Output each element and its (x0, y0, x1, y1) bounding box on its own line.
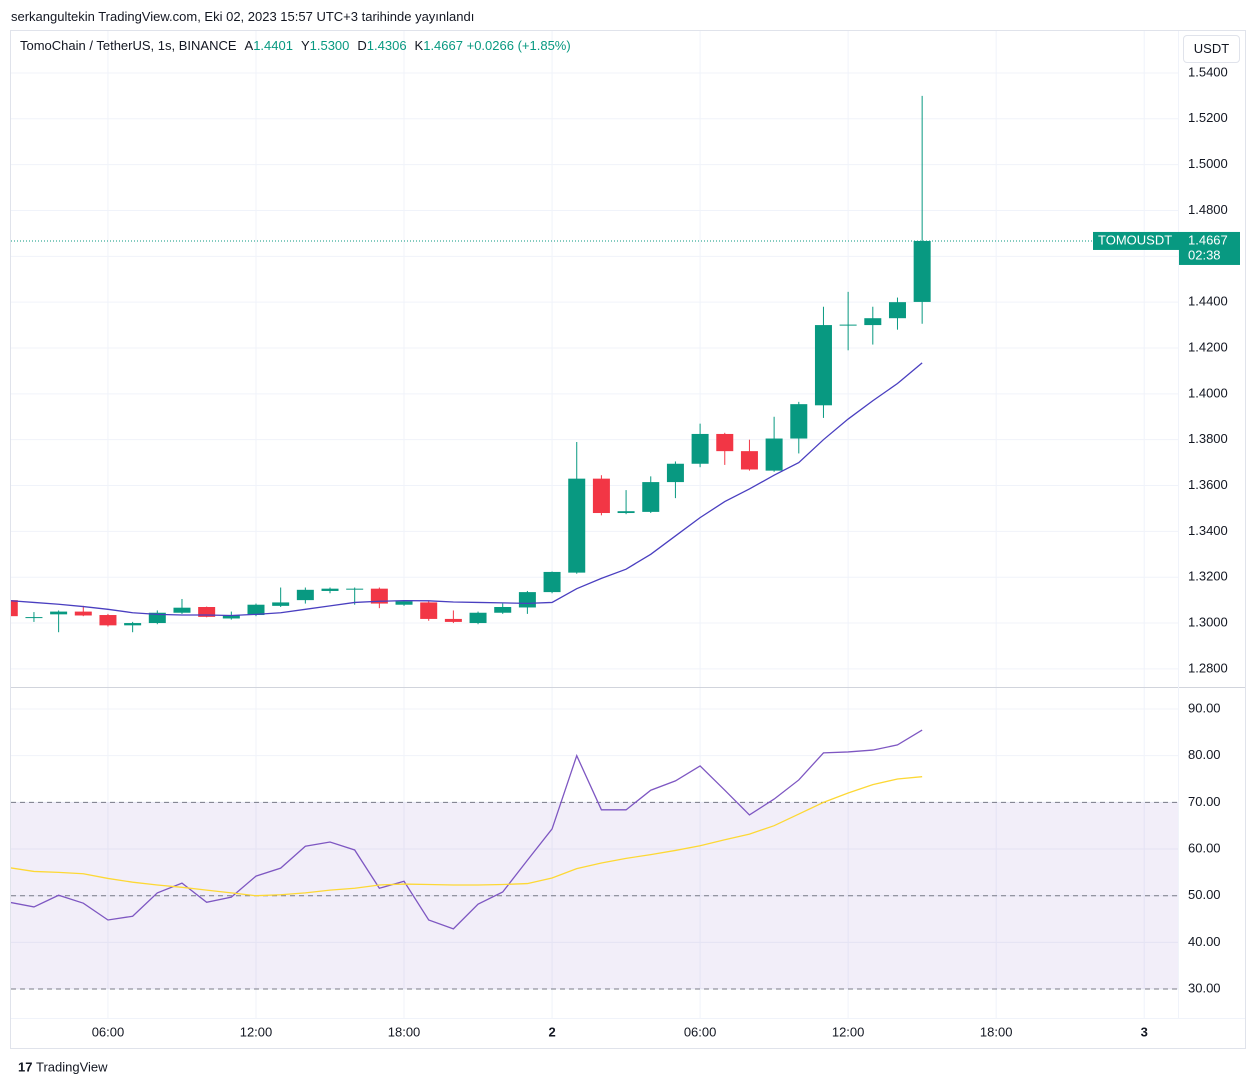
candle-body (888, 302, 906, 319)
candle-body (543, 571, 561, 593)
price-tag-price: 1.4667 (1188, 232, 1228, 247)
ohlc-key: A (244, 38, 254, 53)
ohlc-value: 1.5300 (309, 38, 350, 53)
candle-body (444, 618, 462, 622)
y-tick-label: 1.2800 (1188, 660, 1228, 675)
candle-body (617, 511, 635, 514)
candle-body (494, 607, 512, 613)
y-tick-label: 50.00 (1188, 887, 1221, 902)
candle-body (790, 404, 808, 439)
y-tick-label: 80.00 (1188, 747, 1221, 762)
currency-button[interactable]: USDT (1183, 35, 1240, 63)
y-tick-label: 1.4000 (1188, 385, 1228, 400)
y-tick-label: 30.00 (1188, 980, 1221, 995)
x-tick-label: 18:00 (980, 1024, 1013, 1039)
y-tick-label: 1.4800 (1188, 202, 1228, 217)
candle-body (50, 611, 68, 615)
x-tick-label: 2 (548, 1024, 555, 1039)
candle-body (913, 240, 931, 302)
y-tick-label: 70.00 (1188, 794, 1221, 809)
candle-body (272, 602, 290, 606)
y-tick-label: 90.00 (1188, 700, 1221, 715)
x-tick-label: 12:00 (240, 1024, 273, 1039)
y-tick-label: 1.4400 (1188, 294, 1228, 309)
candle-body (74, 611, 92, 616)
candle-body (99, 615, 117, 626)
x-tick-label: 3 (1141, 1024, 1148, 1039)
series-line (11, 729, 923, 930)
brand: TradingView (36, 1059, 108, 1074)
candle-body (740, 451, 758, 470)
price-tag-countdown: 02:38 (1188, 247, 1221, 262)
rsi-pane (11, 688, 1178, 1018)
series-line (11, 776, 923, 897)
symbol: TomoChain / TetherUS, 1s, BINANCE (20, 38, 237, 53)
candle-body (370, 588, 388, 604)
y-tick-label: 1.3800 (1188, 431, 1228, 446)
change: +0.0266 (+1.85%) (466, 38, 571, 53)
y-tick-label: 1.5000 (1188, 156, 1228, 171)
candle-body (296, 589, 314, 601)
x-tick-label: 18:00 (388, 1024, 421, 1039)
candle-body (568, 478, 586, 573)
candle-body (814, 325, 832, 406)
candle-body (173, 607, 191, 613)
candle-body (518, 592, 536, 608)
price-pane (11, 31, 1178, 687)
candle-body (592, 478, 610, 514)
y-tick-label: 1.3400 (1188, 523, 1228, 538)
x-tick-label: 06:00 (92, 1024, 125, 1039)
y-tick-label: 1.4200 (1188, 339, 1228, 354)
candle-body (666, 463, 684, 483)
y-tick-label: 1.3200 (1188, 569, 1228, 584)
ohlc-key: K (414, 38, 424, 53)
logo-mark: 17 (18, 1059, 32, 1074)
y-tick-label: 1.3000 (1188, 614, 1228, 629)
frame (10, 30, 1246, 1049)
candle-body (124, 623, 142, 626)
ohlc-value: 1.4401 (253, 38, 293, 53)
candle-body (642, 482, 660, 512)
x-tick-label: 06:00 (684, 1024, 717, 1039)
candle-body (222, 615, 240, 619)
candle-body (247, 604, 265, 616)
y-tick-label: 60.00 (1188, 840, 1221, 855)
candle-body (864, 318, 882, 326)
candle-body (346, 588, 364, 590)
price-tag (1179, 231, 1240, 265)
y-tick-label: 40.00 (1188, 934, 1221, 949)
ohlc-value: 1.4306 (366, 38, 407, 53)
axes: 1.2800 1.3000 1.3200 1.3400 1.3600 1.3800 1.40… (11, 64, 1240, 1039)
candle-body (691, 433, 709, 464)
legend: TomoChain / TetherUS, 1s, BINANCE A1.4401… (20, 38, 571, 53)
x-tick-label: 12:00 (832, 1024, 865, 1039)
candle-body (198, 607, 216, 617)
candle-body (716, 433, 734, 452)
candle-body (321, 588, 339, 591)
ohlc-key: Y (300, 38, 310, 53)
candle-body (25, 617, 43, 619)
published-note: serkangultekin TradingView.com, Eki 02, … (11, 9, 475, 24)
ohlc-value: 1.4667 (423, 38, 463, 53)
candle-body (469, 612, 487, 624)
candle-body (395, 601, 413, 605)
y-tick-label: 1.5400 (1188, 64, 1228, 79)
candle-body (148, 612, 166, 624)
candle-body (420, 602, 438, 619)
y-tick-label: 1.5200 (1188, 110, 1228, 125)
y-tick-label: 1.3600 (1188, 477, 1228, 492)
price-tag (1093, 231, 1179, 250)
ohlc-key: D (357, 38, 367, 53)
price-tag-symbol: TOMOUSDT (1098, 232, 1172, 247)
candle-body (839, 324, 857, 326)
candle-body (11, 600, 18, 617)
candle-body (765, 438, 783, 471)
series-line (11, 362, 923, 617)
